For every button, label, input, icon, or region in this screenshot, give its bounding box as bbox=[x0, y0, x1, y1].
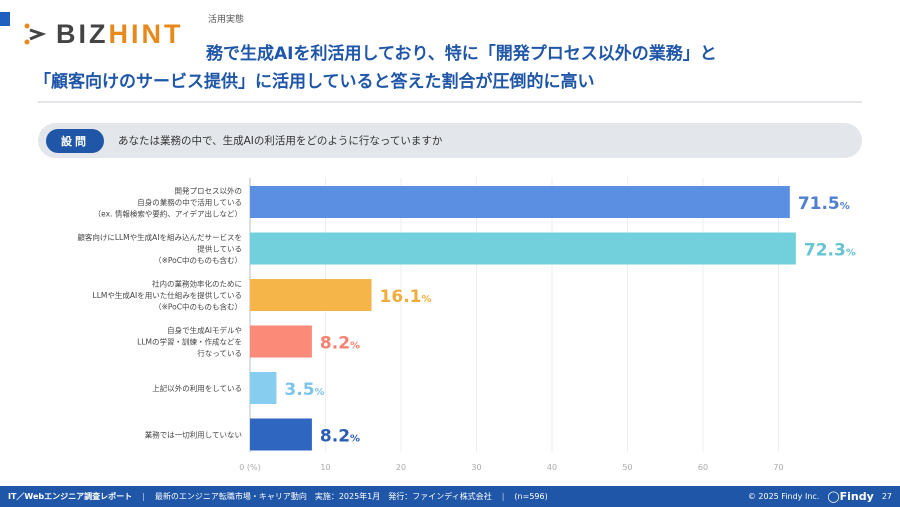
category-label: 自身で生成AIモデルや bbox=[167, 325, 242, 335]
category-label: 提供している bbox=[197, 244, 242, 254]
category-label: LLMや生成AIを用いた仕組みを提供している bbox=[93, 290, 242, 300]
findy-logo: ◯Findy bbox=[827, 490, 874, 503]
footer: IT／Webエンジニア調査レポート | 最新のエンジニア転職市場・キャリア動向 … bbox=[0, 486, 900, 507]
x-tick-label: 20 bbox=[396, 463, 406, 472]
bar bbox=[250, 372, 277, 404]
section-subtitle: 活用実態 bbox=[208, 15, 245, 25]
corner-accent bbox=[0, 12, 10, 26]
x-tick-label: 40 bbox=[547, 463, 557, 472]
x-tick-label: 0 (%) bbox=[239, 463, 260, 472]
bizhint-logo: BIZHINT bbox=[18, 14, 208, 54]
title-line-2: 「顧客向けのサービス提供」に活用していると答えた割合が圧倒的に高い bbox=[34, 72, 595, 92]
title-line-1: 務で生成AIを利活用しており、特に「開発プロセス以外の業務」と bbox=[206, 44, 717, 64]
data-label: 3.5% bbox=[284, 380, 324, 400]
bar bbox=[250, 325, 312, 358]
category-label: 上記以外の利用をしている bbox=[152, 383, 242, 393]
bar-chart: 0 (%) 10 20 30 40 50 60 70 71.5% 開発プロセス以外の自身の業務の中… bbox=[77, 178, 856, 472]
page-title: 務で生成AIを利活用しており、特に「開発プロセス以外の業務」と 「顧客向けのサー… bbox=[34, 40, 874, 96]
question-bar: 設問 あなたは業務の中で、生成AIの利活用をどのように行なっていますか bbox=[38, 123, 862, 158]
category-label: 行なっている bbox=[197, 348, 242, 358]
data-label: 8.2% bbox=[320, 427, 360, 447]
category-label: LLMの学習・訓練・作成などを bbox=[137, 337, 242, 347]
category-label: 開発プロセス以外の bbox=[175, 186, 243, 196]
data-label: 8.2% bbox=[320, 334, 360, 354]
question-text: あなたは業務の中で、生成AIの利活用をどのように行なっていますか bbox=[118, 135, 443, 147]
category-label: 業務では一切利用していない bbox=[145, 430, 242, 440]
x-tick-label: 30 bbox=[471, 463, 481, 472]
x-tick-label: 10 bbox=[320, 463, 330, 472]
footer-report: IT／Webエンジニア調査レポート bbox=[8, 492, 133, 501]
logo-mark-icon bbox=[24, 23, 47, 45]
category-label: （ex. 情報検索や要約、アイデア出しなど） bbox=[94, 209, 242, 219]
footer-desc: 最新のエンジニア転職市場・キャリア動向 実施：2025年1月 発行：ファインディ… bbox=[154, 492, 492, 501]
data-label: 72.3% bbox=[804, 241, 856, 261]
bar bbox=[250, 279, 372, 311]
footer-n: (n=596) bbox=[514, 492, 548, 501]
page-number: 27 bbox=[881, 492, 892, 501]
bar bbox=[250, 232, 796, 265]
data-label: 16.1% bbox=[380, 287, 432, 307]
bar bbox=[250, 186, 790, 218]
x-tick-label: 60 bbox=[698, 463, 708, 472]
category-label: （※PoC中のものも含む） bbox=[154, 255, 242, 265]
category-label: 社内の業務効率化のために bbox=[152, 279, 242, 289]
question-badge: 設問 bbox=[46, 128, 104, 153]
category-label: （※PoC中のものも含む） bbox=[154, 302, 242, 312]
data-label: 71.5% bbox=[798, 194, 850, 214]
category-label: 自身の業務の中で活用している bbox=[137, 197, 242, 207]
category-label: 顧客向けにLLMや生成AIを組み込んだサービスを bbox=[77, 232, 242, 242]
bar bbox=[250, 418, 312, 451]
footer-copyright: © 2025 Findy Inc. bbox=[747, 492, 820, 501]
x-tick-label: 70 bbox=[773, 463, 783, 472]
x-tick-label: 50 bbox=[622, 463, 632, 472]
divider bbox=[38, 101, 862, 103]
